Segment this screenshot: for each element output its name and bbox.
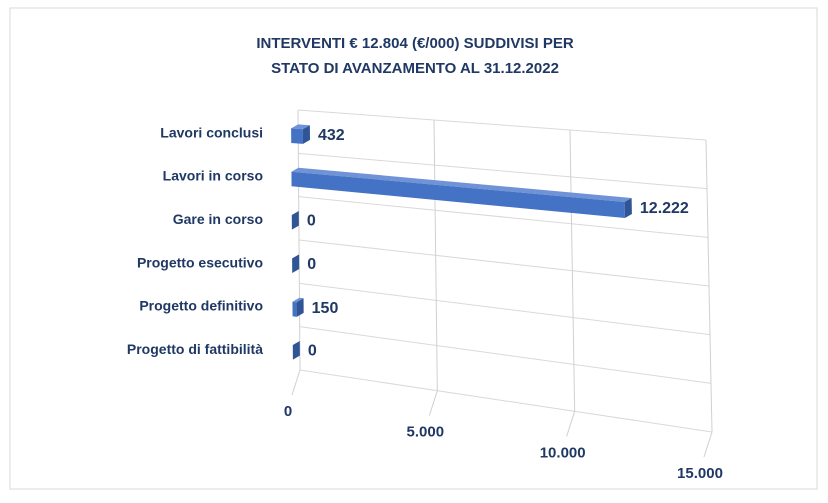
- category-label: Lavori in corso: [163, 168, 263, 184]
- value-label: 0: [308, 343, 317, 360]
- value-label: 150: [312, 300, 339, 317]
- x-tick-label: 5.000: [407, 424, 445, 441]
- x-tick-label: 10.000: [540, 444, 586, 461]
- category-label: Gare in corso: [173, 211, 263, 227]
- x-tick-label: 15.000: [677, 465, 723, 482]
- category-label: Progetto di fattibilità: [127, 341, 263, 357]
- bar: [291, 128, 303, 144]
- category-label: Progetto esecutivo: [137, 254, 263, 270]
- value-label: 0: [307, 256, 316, 273]
- value-label: 12.222: [640, 200, 689, 217]
- bar: [292, 302, 296, 317]
- x-tick-label: 0: [284, 403, 292, 420]
- value-label: 0: [307, 213, 316, 230]
- chart-title: INTERVENTI € 12.804 (€/000) SUDDIVISI PE…: [256, 35, 574, 52]
- chart-border: [10, 8, 817, 489]
- value-label: 432: [318, 127, 345, 144]
- chart-subtitle: STATO DI AVANZAMENTO AL 31.12.2022: [271, 60, 559, 77]
- category-label: Progetto definitivo: [139, 298, 263, 314]
- category-label: Lavori conclusi: [160, 124, 263, 140]
